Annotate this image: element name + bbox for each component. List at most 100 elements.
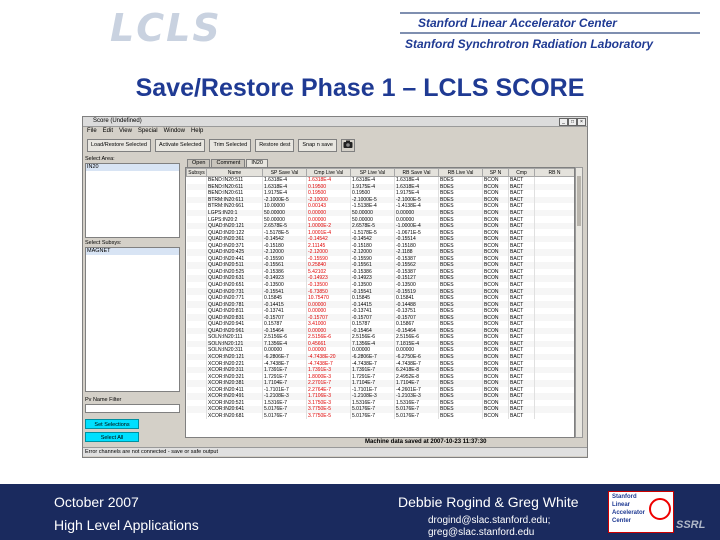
table-row[interactable]: QUAD:IN20:811 -0.13741 0.00000 -0.13741 -0.1… (186, 307, 574, 315)
table-cell: BEND:IN20:611 (206, 190, 263, 197)
table-row[interactable]: QUAD:IN20:121 2.6578E-5 1.0000E-2 2.6578E-5… (186, 222, 574, 230)
table-row[interactable]: BEND:IN20:611 1.9175E-4 0.19500 0.19500 1.91… (186, 190, 574, 197)
table-row[interactable]: QUAD:IN20:122 -1.5178E-5 1.0001E-4 -1.5178E… (186, 229, 574, 236)
footer-email-1[interactable]: drogind@slac.stanford.edu; (428, 515, 551, 526)
table-row[interactable]: XCOR:IN20:641 5.0176E-7 3.7750E-5 5.0176E-7… (186, 406, 574, 413)
table-row[interactable]: XCOR:IN20:521 1.5316E-7 3.1750E-3 1.5316E-7… (186, 399, 574, 407)
table-cell (534, 347, 574, 354)
table-row[interactable]: QUAD:IN20:441 -0.15590 -0.15590 -0.15590 -0.… (186, 255, 574, 263)
column-header[interactable]: RB Live Val (438, 168, 483, 177)
table-cell (186, 334, 207, 341)
table-cell: BACT (508, 301, 535, 308)
table-cell: BACT (508, 216, 535, 223)
table-row[interactable]: QUAD:IN20:651 -0.13500 -0.13500 -0.13500 -0.… (186, 281, 574, 289)
column-header[interactable]: RB N (534, 168, 574, 177)
table-row[interactable]: XCOR:IN20:321 1.7291E-7 1.8000E-3 1.7291E-7… (186, 373, 574, 380)
table-row[interactable]: BTRM:IN20:611 -2.1000E-5 -2.10000 -2.1000E-… (186, 196, 574, 204)
tab-comment[interactable]: Comment (211, 159, 246, 167)
table-cell: 5.0176E-7 (262, 406, 307, 413)
table-cell: BDES (438, 249, 483, 256)
menu-help[interactable]: Help (190, 128, 204, 134)
table-cell (534, 216, 574, 223)
restore-dest-button[interactable]: Restore dest (255, 139, 295, 152)
table-row[interactable]: QUAD:IN20:941 0.15787 3.41000 0.15787 0.1586… (186, 321, 574, 328)
menu-view[interactable]: View (119, 128, 132, 134)
table-row[interactable]: XCOR:IN20:681 5.0176E-7 3.7750E-5 5.0176E-7… (186, 412, 574, 420)
table-row[interactable]: XCOR:IN20:411 -1.7101E-7 2.2764E-7 -1.7101E… (186, 386, 574, 394)
menu-file[interactable]: File (87, 128, 97, 134)
column-header[interactable]: RB Save Val (394, 168, 439, 177)
table-cell: BDES (438, 399, 483, 407)
table-scrollbar[interactable] (575, 167, 583, 438)
table-row[interactable]: XCOR:IN20:491 -1.2108E-3 1.7106E-3 -1.2108E… (186, 393, 574, 400)
tab-in20[interactable]: IN20 (246, 159, 268, 167)
table-cell: 0.15787 (350, 321, 395, 328)
set-selections-button[interactable]: Set Selections (85, 419, 139, 429)
table-row[interactable]: QUAD:IN20:425 -2.12000 -2.12000 -2.12000 -2.… (186, 249, 574, 256)
table-cell: -0.15561 (350, 262, 395, 269)
pv-name-filter-input[interactable] (85, 404, 180, 413)
table-row[interactable]: QUAD:IN20:831 -0.15707 -0.15707 -0.15707 -0.… (186, 314, 574, 322)
column-header[interactable]: Name (206, 168, 263, 177)
table-row[interactable]: XCOR:IN20:381 1.7104E-7 2.2701E-7 1.7104E-7… (186, 379, 574, 387)
table-row[interactable]: QUAD:IN20:371 -0.15180 2.11145 -0.15180 -0.1… (186, 242, 574, 250)
column-header[interactable]: Cmp Live Val (306, 168, 351, 177)
table-row[interactable]: BEND:IN20:611 1.6318E-4 0.19500 1.9175E-4 1.… (186, 183, 574, 191)
table-row[interactable]: XCOR:IN20:311 1.7391E-7 1.7391E-3 1.7391E-7… (186, 366, 574, 374)
table-cell: 1.7291E-7 (350, 373, 395, 380)
minimize-icon[interactable]: _ (559, 118, 568, 126)
camera-icon[interactable] (340, 139, 355, 152)
table-row[interactable]: SOLN:IN20:111 2.5156E-6 2.5156E-6 2.5156E-6… (186, 334, 574, 341)
list-item[interactable]: IN20 (86, 164, 179, 171)
table-row[interactable]: QUAD:IN20:361 -0.14542 -0.14542 -0.14542 -0.… (186, 235, 574, 243)
menu-window[interactable]: Window (163, 128, 185, 134)
table-cell: -1.7101E-7 (262, 386, 307, 394)
area-list[interactable]: IN20 (85, 163, 180, 238)
trim-selected-button[interactable]: Trim Selected (209, 139, 252, 152)
load-restore-selected-button[interactable]: Load/Restore Selected (87, 139, 151, 152)
tab-open[interactable]: Open (187, 159, 211, 167)
menu-special[interactable]: Special (137, 128, 158, 134)
snap-n-save-button[interactable]: Snap n save (298, 139, 337, 152)
close-icon[interactable]: × (577, 118, 586, 126)
column-header[interactable]: SP Live Val (350, 168, 395, 177)
window-titlebar[interactable]: Score (Undefined) _ □ × (83, 117, 587, 127)
table-row[interactable]: QUAD:IN20:525 -0.15386 5.42102 -0.15386 -0.1… (186, 268, 574, 276)
column-header[interactable]: Cmp (508, 168, 535, 177)
table-cell: BCON (482, 222, 509, 230)
table-row[interactable]: XCOR:IN20:221 -4.7438E-7 -4.7438E-7 -4.7438… (186, 360, 574, 367)
table-row[interactable]: QUAD:IN20:511 -0.15561 0.25840 -0.15561 -0.1… (186, 262, 574, 269)
table-cell (534, 203, 574, 210)
footer-email-2[interactable]: greg@slac.stanford.edu (428, 527, 535, 538)
table-cell: BDES (438, 340, 483, 348)
column-header[interactable]: Subsys (186, 168, 207, 177)
maximize-icon[interactable]: □ (568, 118, 577, 126)
activate-selected-button[interactable]: Activate Selected (154, 139, 206, 152)
select-all-button[interactable]: Select All (85, 432, 139, 442)
table-row[interactable]: SOLN:IN20:311 0.00000 0.00000 0.00000 0.0000… (186, 347, 574, 354)
table-row[interactable]: SOLN:IN20:121 7.1356E-4 0.45661 7.1356E-4 7.… (186, 340, 574, 348)
table-cell (186, 281, 207, 289)
table-cell: -0.13500 (262, 281, 307, 289)
table-row[interactable]: QUAD:IN20:631 -0.14923 -0.14923 -0.14923 -0.… (186, 275, 574, 282)
table-row[interactable]: QUAD:IN20:771 0.15845 10.75470 0.15845 0.158… (186, 294, 574, 302)
table-cell: BACT (508, 281, 535, 289)
list-item[interactable]: MAGNET (86, 248, 179, 255)
table-cell: BDES (438, 412, 483, 420)
table-row[interactable]: QUAD:IN20:961 -0.15464 0.00000 -0.15464 -0.1… (186, 327, 574, 335)
column-header[interactable]: SP Save Val (262, 168, 307, 177)
table-row[interactable]: LGPS:IN20:1 50.00000 0.00000 50.00000 0.0000… (186, 209, 574, 217)
table-cell: -0.15541 (350, 288, 395, 295)
subsystem-list[interactable]: MAGNET (85, 247, 180, 392)
scrollbar-thumb[interactable] (577, 176, 581, 226)
table-row[interactable]: BTRM:IN20:661 10.00000 0.00143 -1.5138E-4 -1… (186, 203, 574, 210)
table-cell (186, 262, 207, 269)
menu-edit[interactable]: Edit (102, 128, 114, 134)
table-row[interactable]: QUAD:IN20:731 -0.15541 -6.73850 -0.15541 -0.… (186, 288, 574, 295)
table-cell: 1.9175E-4 (350, 183, 395, 191)
table-row[interactable]: LGPS:IN20:2 50.00000 0.00000 50.00000 0.0000… (186, 216, 574, 223)
table-row[interactable]: XCOR:IN20:121 -6.2806E-7 -4.7438E-20 -6.280… (186, 353, 574, 361)
table-row[interactable]: QUAD:IN20:781 -0.14415 0.00000 -0.14415 -0.1… (186, 301, 574, 308)
column-header[interactable]: SP N (482, 168, 509, 177)
table-row[interactable]: BEND:IN20:511 1.6318E-4 1.6318E-4 1.6318E-4… (186, 176, 574, 184)
